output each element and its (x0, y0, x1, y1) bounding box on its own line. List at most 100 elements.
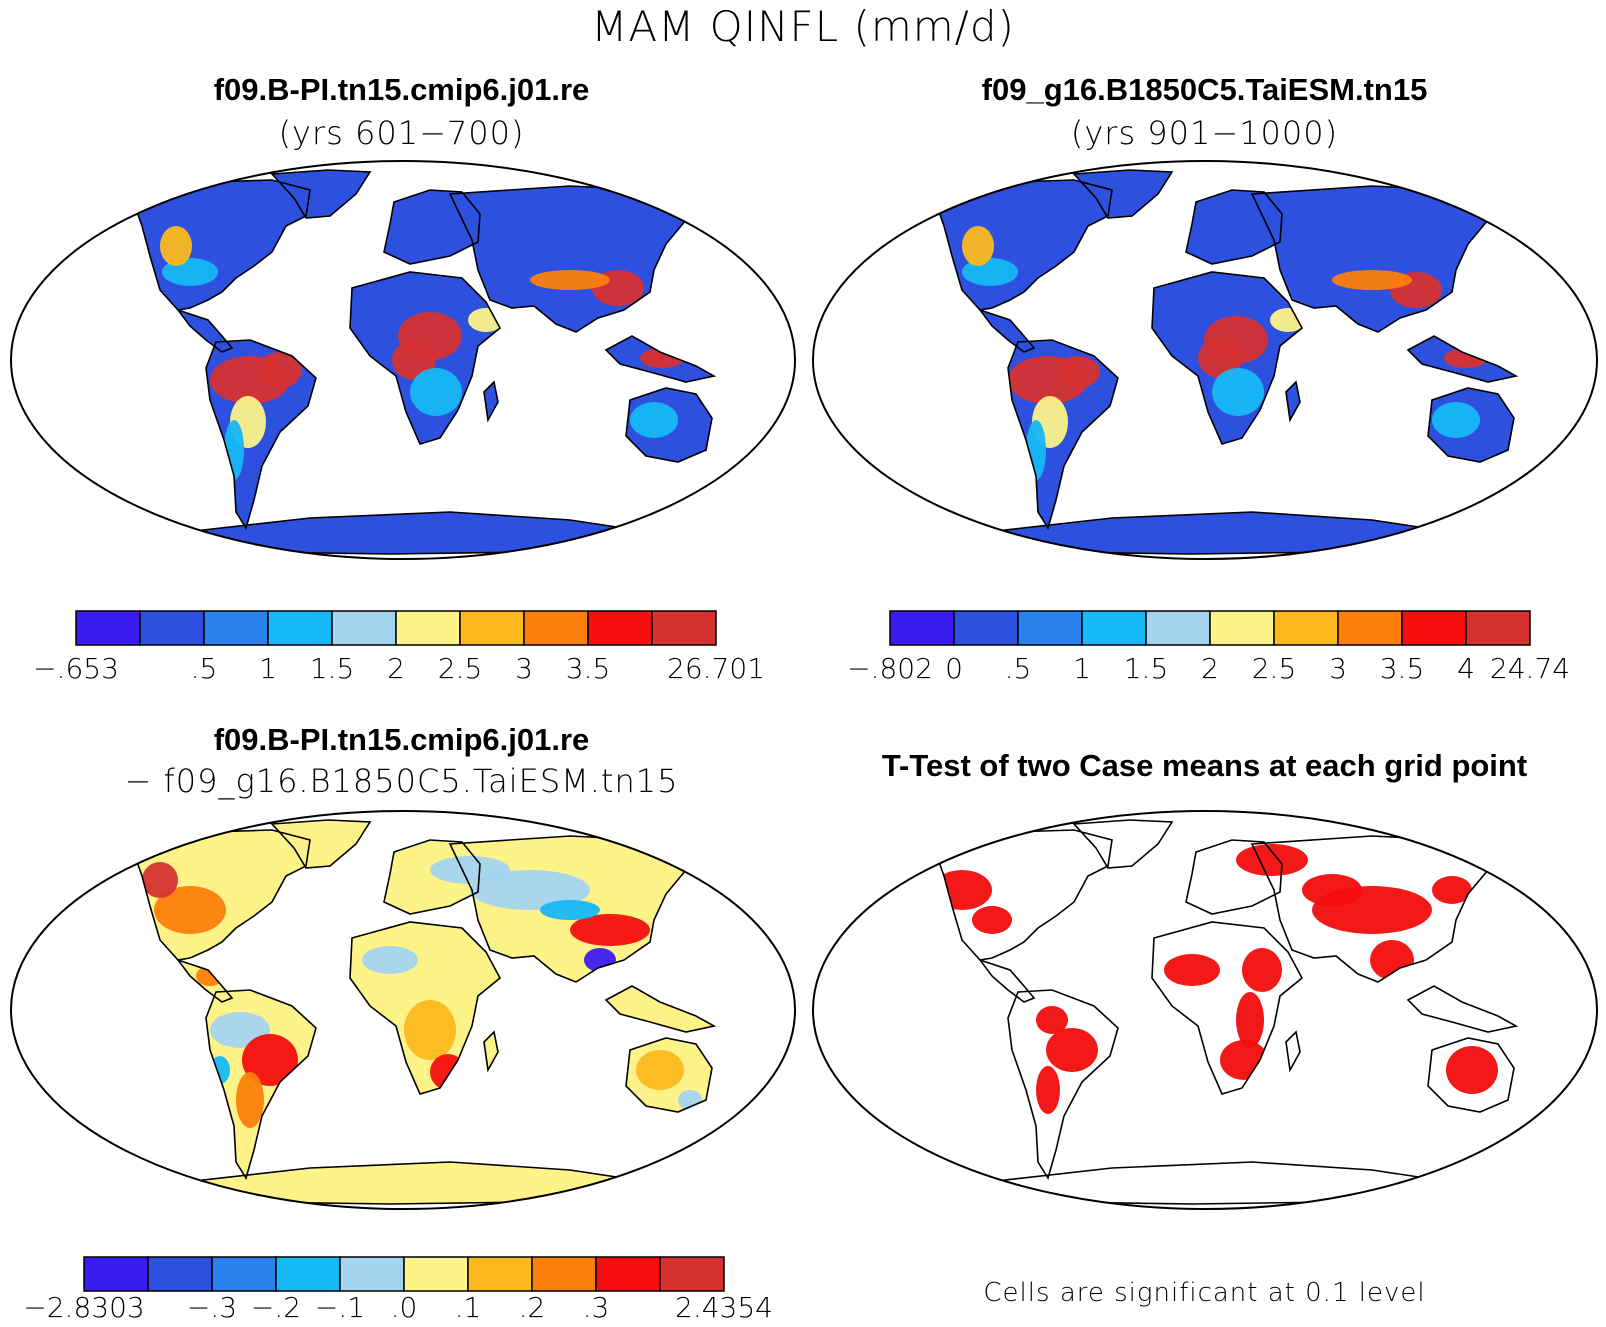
tick-label: −.3 (186, 1291, 238, 1324)
tick-label: 1.5 (309, 652, 355, 685)
coastline (1285, 1030, 1301, 1073)
coastline (270, 169, 372, 219)
tick-label: 3.5 (565, 652, 611, 685)
coastline (383, 839, 481, 915)
field-cell (1432, 876, 1472, 904)
field-cell (470, 870, 590, 910)
colorbar-swatch (1465, 610, 1531, 646)
field-background (130, 820, 714, 1204)
coastline (483, 1030, 499, 1073)
map-difference (10, 810, 796, 1210)
colorbar-swatch (339, 1256, 405, 1292)
tick-label: 26.701 (667, 652, 765, 685)
field-cell (570, 914, 650, 946)
coastline (383, 189, 481, 265)
colorbar-difference (83, 1256, 725, 1292)
coastline (205, 339, 317, 530)
panel-diff-subtitle: − f09_g16.B1850C5.TaiESM.tn15 (124, 762, 679, 800)
tick-label: 3 (515, 652, 533, 685)
tick-label: .0 (390, 1291, 418, 1324)
map-ttest (812, 810, 1598, 1210)
tick-label: 2 (387, 652, 405, 685)
coastline (1007, 989, 1119, 1180)
panel-case1-title: f09.B-PI.tn15.cmip6.j01.re (213, 72, 590, 107)
colorbar-case2-labels: −.802 0 .5 1 1.5 2 2.5 3 3.5 4 24.74 (847, 652, 1570, 688)
figure-title: MAM QINFL (mm/d) (591, 2, 1015, 51)
map-frame (812, 160, 1598, 560)
colorbar-swatch (75, 610, 141, 646)
field-cell (972, 906, 1012, 934)
coastline (1185, 189, 1283, 265)
colorbar-swatch (395, 610, 461, 646)
field-cell (1036, 1006, 1068, 1034)
tick-label: 1 (1073, 652, 1091, 685)
colorbar-swatch (203, 610, 269, 646)
field-cell (404, 1000, 456, 1060)
coastline (205, 989, 317, 1180)
map-case1 (10, 160, 796, 560)
field-cell (630, 402, 678, 438)
tick-label: 2.5 (1251, 652, 1297, 685)
colorbar-swatch (275, 1256, 341, 1292)
coastline (604, 335, 717, 383)
coastline (128, 829, 311, 961)
tick-label: 1.5 (1123, 652, 1169, 685)
field-cell (1056, 356, 1100, 388)
field-cell (962, 226, 994, 266)
panel-case2-subtitle: (yrs 901−1000) (1070, 114, 1339, 152)
colorbar-swatch (531, 1256, 597, 1292)
tick-label: 2.5 (437, 652, 483, 685)
coastline (1427, 387, 1515, 463)
field-cell (410, 368, 462, 416)
panel-case1-subtitle: (yrs 601−700) (278, 114, 525, 152)
field-cell (392, 340, 436, 380)
coastline (1007, 339, 1119, 530)
field-cell (362, 946, 418, 974)
field-cell (1036, 1066, 1060, 1114)
colorbar-swatch (403, 1256, 469, 1292)
significance-note: Cells are significant at 0.1 level (983, 1278, 1426, 1308)
field-cell (1212, 368, 1264, 416)
colorbar-case1 (75, 610, 717, 646)
coastline (175, 958, 234, 1003)
tick-label: 3.5 (1379, 652, 1425, 685)
colorbar-case1-labels: −.653 .5 1 1.5 2 2.5 3 3.5 26.701 (33, 652, 765, 688)
colorbar-swatch (459, 610, 525, 646)
tick-label: .5 (190, 652, 218, 685)
tick-label: .3 (582, 1291, 610, 1324)
colorbar-swatch (1273, 610, 1339, 646)
field-cell (1164, 954, 1220, 986)
panel-case2-title: f09_g16.B1850C5.TaiESM.tn15 (981, 72, 1428, 107)
coastline (604, 985, 717, 1033)
coastline (1072, 819, 1174, 869)
colorbar-difference-labels: −2.8303 −.3 −.2 −.1 .0 .1 .2 .3 2.4354 (23, 1291, 773, 1327)
tick-label: −.2 (250, 1291, 302, 1324)
field-cell (236, 1072, 264, 1128)
field-cell (1236, 844, 1308, 876)
colorbar-swatch (83, 1256, 149, 1292)
field-cell (242, 1034, 298, 1086)
field-cell (1332, 270, 1412, 290)
tick-label: 4 (1457, 652, 1475, 685)
coastline (949, 1161, 1455, 1205)
map-frame (10, 810, 796, 1210)
coastline (625, 387, 713, 463)
field-cell (258, 352, 302, 388)
tick-label: −.1 (314, 1291, 366, 1324)
colorbar-swatch (139, 610, 205, 646)
coastline (349, 271, 502, 445)
coastline (930, 179, 1113, 311)
field-cell (1004, 298, 1044, 322)
field-cell (202, 298, 242, 322)
coastline (1072, 169, 1174, 219)
coastline (625, 1037, 713, 1113)
map-frame (812, 810, 1598, 1210)
colorbar-swatch (523, 610, 589, 646)
field-cell (932, 870, 992, 910)
coastline (1185, 839, 1283, 915)
coastline (270, 819, 372, 869)
field-cell (1046, 1028, 1098, 1072)
coastline (930, 829, 1113, 961)
coastline (1151, 921, 1304, 1095)
field-cell (1444, 348, 1488, 368)
